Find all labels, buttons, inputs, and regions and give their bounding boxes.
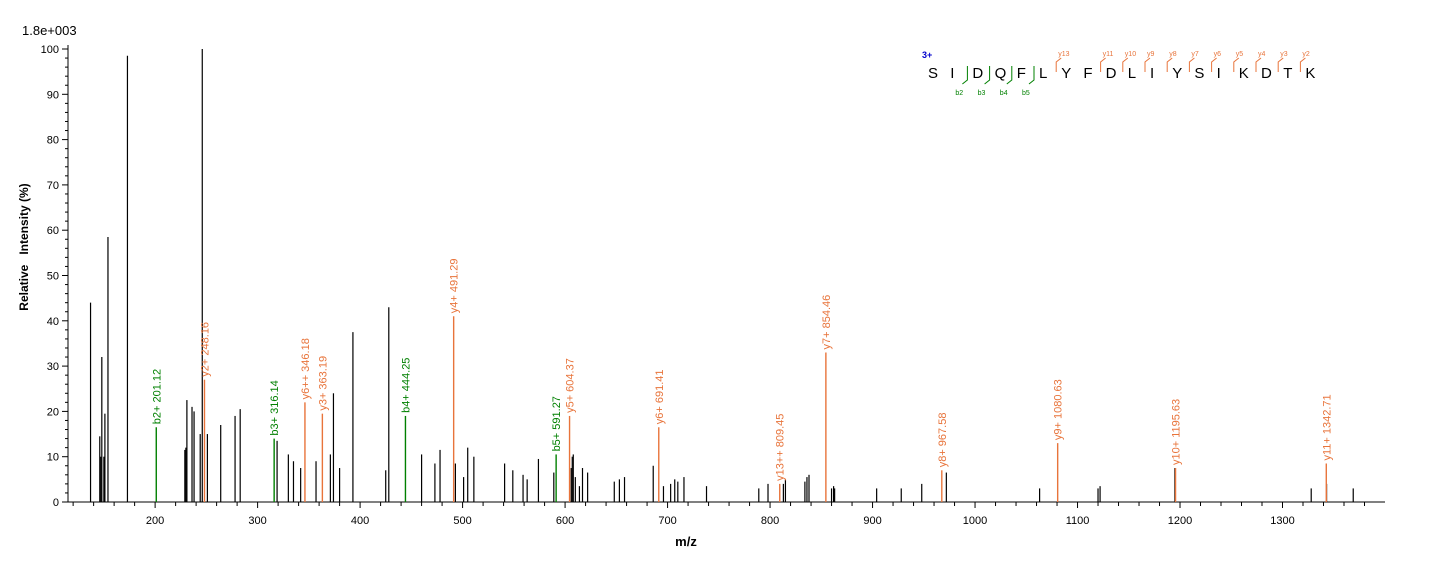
y-ion-label: y9+ 1080.63: [1053, 379, 1065, 440]
x-axis-label: m/z: [675, 534, 697, 549]
x-tick-label: 800: [761, 515, 779, 527]
y-fragment-label: y7: [1191, 51, 1199, 58]
y-fragment-bracket: [1055, 57, 1062, 72]
y-fragment-bracket: [1255, 57, 1262, 72]
y-fragment-bracket: [1166, 57, 1173, 72]
residue-letter: F: [1017, 65, 1026, 82]
b-ion-label: b5+ 591.27: [551, 396, 563, 451]
residue-letter: L: [1039, 65, 1047, 82]
y-fragment-label: y8: [1169, 51, 1177, 58]
residue-letter: S: [1194, 65, 1204, 82]
y-ion-label: y6++ 346.18: [300, 338, 312, 399]
annotated-peak-series: b2+ 201.12 y2+ 248.16 b3+ 316.14 y6++ 346.1…: [151, 259, 1333, 502]
residue-letter: D: [1261, 65, 1272, 82]
b-fragment-bracket: [962, 66, 968, 85]
y-fragment-label: y11: [1103, 51, 1114, 58]
y-tick-label: 10: [47, 452, 59, 464]
axes: 200 300 400 500 600 700 800 900 1000 1100 1200 1300…: [41, 44, 1385, 527]
y-ion-label: y11+ 1342.71: [1321, 394, 1333, 460]
x-tick-label: 500: [453, 515, 471, 527]
residue-letter: I: [1150, 65, 1154, 82]
y-tick-label: 40: [47, 316, 59, 328]
y-fragment-bracket: [1277, 57, 1284, 72]
b-fragment-label: b4: [1000, 90, 1008, 97]
y-fragment-label: y9: [1147, 51, 1155, 58]
b-ion-label: b2+ 201.12: [151, 369, 163, 424]
residue-letter: K: [1305, 65, 1315, 82]
y-fragment-bracket: [1100, 57, 1106, 72]
y-ion-label: y6+ 691.41: [654, 370, 666, 425]
y-tick-label: 70: [47, 180, 59, 192]
x-tick-label: 400: [351, 515, 369, 527]
x-tick-label: 900: [863, 515, 881, 527]
y-fragment-bracket: [1144, 57, 1151, 72]
b-fragment-bracket: [984, 66, 991, 85]
b-fragment-label: b3: [978, 90, 986, 97]
b-fragment-bracket: [1006, 66, 1013, 85]
y-fragment-label: y4: [1258, 51, 1266, 58]
y-fragment-label: y13: [1058, 51, 1069, 58]
y-ion-label: y2+ 248.16: [199, 322, 211, 377]
residue-letter: S: [928, 65, 938, 82]
intensity-scale-label: 1.8e+003: [22, 23, 77, 38]
residue-letter: F: [1083, 65, 1092, 82]
residue-letter: K: [1239, 65, 1249, 82]
b-fragment-label: b2: [955, 90, 963, 97]
x-tick-label: 600: [556, 515, 574, 527]
b-fragment-label: b5: [1022, 90, 1030, 97]
x-tick-label: 200: [146, 515, 164, 527]
y-ion-label: y3+ 363.19: [317, 356, 329, 411]
y-tick-label: 0: [53, 497, 59, 509]
y-fragment-bracket: [1233, 57, 1240, 72]
residue-letter: Y: [1061, 65, 1071, 82]
residue-letter: D: [1106, 65, 1117, 82]
y-fragment-bracket: [1299, 57, 1306, 72]
y-fragment-bracket: [1211, 57, 1217, 72]
y-tick-label: 50: [47, 271, 59, 283]
x-tick-label: 1200: [1168, 515, 1192, 527]
x-tick-label: 1300: [1270, 515, 1294, 527]
residue-letter: Y: [1172, 65, 1182, 82]
y-fragment-label: y6: [1214, 51, 1222, 58]
b-ion-label: b4+ 444.25: [400, 358, 412, 413]
x-tick-label: 1100: [1066, 515, 1090, 527]
residue-letter: I: [950, 65, 954, 82]
y-ion-label: y4+ 491.29: [449, 259, 461, 314]
y-ion-label: y10+ 1195.63: [1171, 399, 1183, 465]
y-fragment-label: y3: [1280, 51, 1288, 58]
y-ion-label: y7+ 854.46: [821, 295, 833, 350]
y-fragment-bracket: [1122, 57, 1129, 72]
y-fragment-label: y5: [1236, 51, 1244, 58]
y-tick-label: 60: [47, 225, 59, 237]
y-tick-label: 100: [41, 44, 59, 56]
residue-letter: L: [1128, 65, 1136, 82]
b-fragment-bracket: [1028, 66, 1035, 85]
y-tick-label: 20: [47, 406, 59, 418]
residue-letter: Q: [995, 65, 1007, 82]
y-ion-label: y13++ 809.45: [775, 414, 787, 481]
residue-letter: D: [972, 65, 983, 82]
peak-series: [89, 49, 1354, 502]
y-tick-label: 30: [47, 361, 59, 373]
y-ion-label: y8+ 967.58: [937, 413, 949, 468]
x-tick-label: 300: [248, 515, 266, 527]
y-axis-label: Relative Intensity (%): [17, 183, 31, 310]
x-tick-label: 1000: [963, 515, 987, 527]
x-tick-label: 700: [658, 515, 676, 527]
y-fragment-label: y10: [1125, 51, 1136, 58]
y-tick-label: 90: [47, 89, 59, 101]
y-fragment-bracket: [1188, 57, 1195, 72]
charge-state-label: 3+: [922, 50, 932, 60]
b-ion-label: b3+ 316.14: [269, 380, 281, 435]
y-fragment-label: y2: [1302, 51, 1310, 58]
y-tick-label: 80: [47, 135, 59, 147]
residue-letter: T: [1283, 65, 1292, 82]
residue-letter: I: [1217, 65, 1221, 82]
y-ion-label: y5+ 604.37: [565, 358, 577, 413]
